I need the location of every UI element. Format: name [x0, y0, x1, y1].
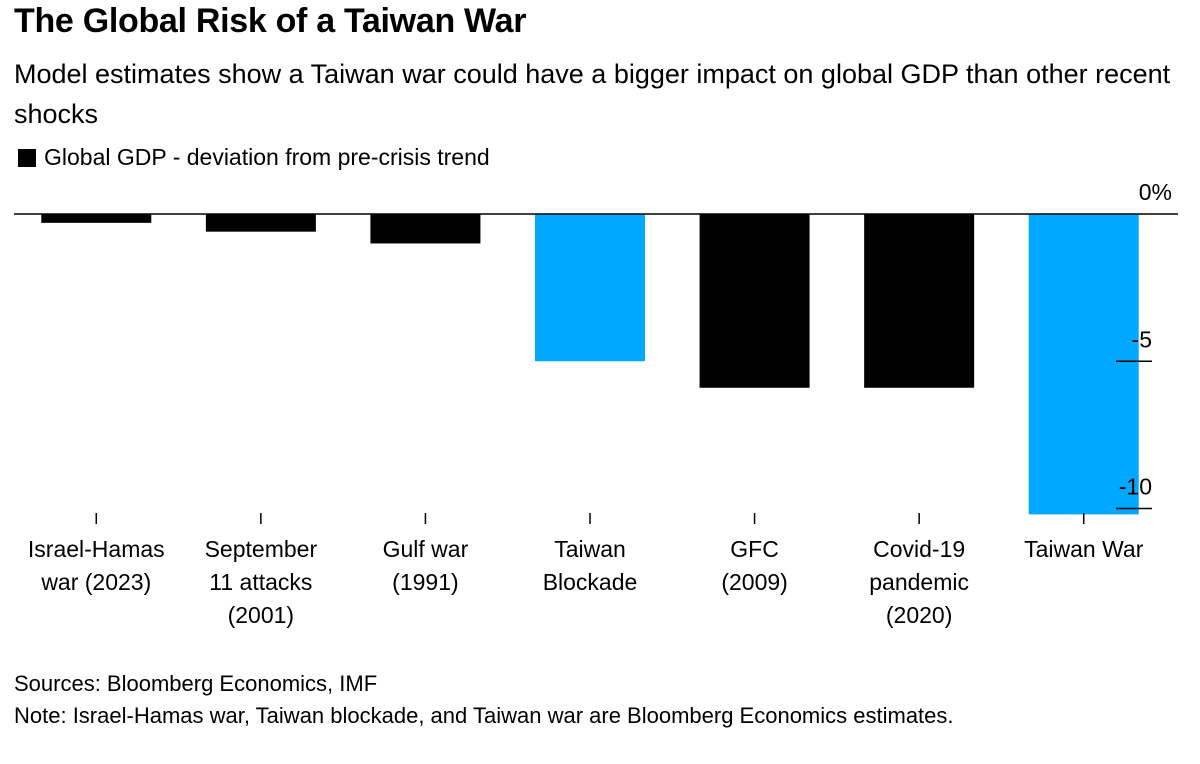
y-tick-label: -5 — [1132, 326, 1152, 352]
bars-group — [41, 214, 1139, 515]
x-tick-label: Covid-19 pandemic (2020) — [869, 536, 969, 628]
x-tick-label: Gulf war (1991) — [383, 536, 469, 595]
legend: Global GDP - deviation from pre-crisis t… — [18, 144, 490, 171]
y-tick-label: -10 — [1119, 474, 1152, 500]
bar — [535, 214, 645, 362]
y-axis: 0% -5 -10 — [1116, 179, 1172, 510]
x-tick-label: Taiwan War — [1024, 536, 1144, 562]
bar — [864, 214, 975, 388]
legend-swatch — [18, 148, 36, 167]
y-tick-label: 0% — [1139, 179, 1172, 205]
x-tick-label: GFC (2009) — [721, 536, 787, 595]
x-tick-label: September 11 attacks (2001) — [205, 536, 318, 628]
bar — [41, 214, 152, 223]
note-text: Note: Israel-Hamas war, Taiwan blockade,… — [14, 703, 954, 728]
bar — [699, 214, 810, 388]
x-tick-label: Taiwan Blockade — [543, 536, 638, 595]
bar-chart: 0% -5 -10 Israel-Hamas war (2023) September 1… — [14, 179, 1178, 628]
footer: Sources: Bloomberg Economics, IMF Note: … — [14, 668, 954, 732]
bar — [205, 214, 316, 232]
bar — [370, 214, 481, 244]
x-tick-label: Israel-Hamas war (2023) — [28, 536, 165, 595]
legend-label: Global GDP - deviation from pre-crisis t… — [44, 144, 490, 170]
chart-title: The Global Risk of a Taiwan War — [14, 2, 527, 40]
x-axis: Israel-Hamas war (2023) September 11 attack… — [28, 513, 1144, 628]
sources-text: Sources: Bloomberg Economics, IMF — [14, 671, 378, 696]
chart-subtitle: Model estimates show a Taiwan war could … — [14, 59, 1171, 129]
bar — [1028, 214, 1139, 515]
